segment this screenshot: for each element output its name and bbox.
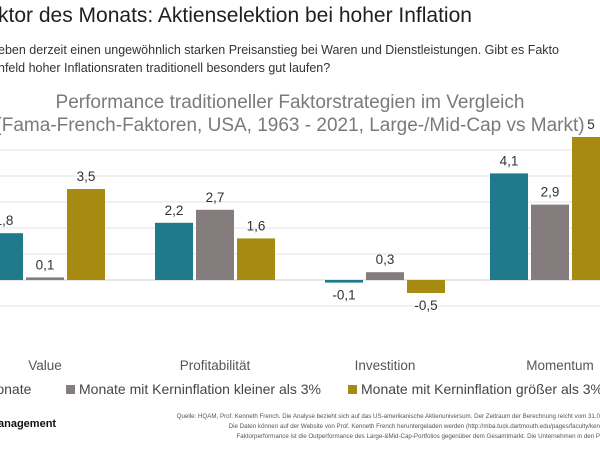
legend-swatch <box>66 385 75 394</box>
legend-label: Monate mit Kerninflation kleiner als 3% <box>79 381 321 397</box>
data-label: 4,1 <box>500 153 519 168</box>
bar-momentum-series-3 <box>572 137 600 280</box>
bar-investition-series-1 <box>325 280 363 283</box>
category-labels: Value Profitabilität Investition Momentum <box>28 358 594 373</box>
legend: e Monate Monate mit Kerninflation kleiner… <box>0 381 600 397</box>
source-note-line-3: Faktorperformance ist die Outperformance… <box>236 433 600 440</box>
data-label: -0,1 <box>332 288 355 303</box>
bar-value-series-3 <box>67 189 105 280</box>
category-label: Momentum <box>526 358 594 373</box>
data-label: 1,6 <box>247 218 266 233</box>
bar-momentum-series-2 <box>531 204 569 280</box>
data-label: 1,8 <box>0 213 13 228</box>
chart-title: Performance traditioneller Faktorstrateg… <box>56 92 525 113</box>
data-label: 0,1 <box>36 257 55 272</box>
data-labels: 1,8 0,1 3,5 2,2 2,7 1,6 -0,1 0,3 -0,5 4,1 2,9 5 <box>0 117 595 313</box>
data-label: -0,5 <box>414 298 437 313</box>
page-title: ktor des Monats: Aktienselektion bei hoh… <box>0 4 472 27</box>
factor-performance-chart: Performance traditioneller Faktorstrateg… <box>0 92 600 397</box>
bars <box>0 137 600 293</box>
intro-text-line-1: eben derzeit einen ungewöhnlich starken … <box>0 43 559 57</box>
bar-investition-series-3 <box>407 280 445 293</box>
bar-profitabilität-series-3 <box>237 238 275 280</box>
chart-subtitle: (Fama-French-Faktoren, USA, 1963 - 2021,… <box>0 115 585 136</box>
data-label: 5 <box>587 117 595 132</box>
category-label: Investition <box>355 358 416 373</box>
intro-text-line-2: nfeld hoher Inflationsraten traditionell… <box>0 61 331 75</box>
bar-value-series-1 <box>0 233 23 280</box>
data-label: 2,9 <box>541 185 560 200</box>
bar-profitabilität-series-1 <box>155 222 193 280</box>
brand-name: anagement <box>0 418 57 430</box>
data-label: 3,5 <box>77 169 96 184</box>
legend-label: Monate mit Kerninflation größer als 3% <box>361 381 600 397</box>
source-note-line-1: Quelle: HQAM, Prof. Kenneth French. Die … <box>176 413 600 420</box>
data-label: 2,7 <box>206 190 225 205</box>
bar-investition-series-2 <box>366 272 404 280</box>
bar-profitabilität-series-2 <box>196 209 234 280</box>
bar-momentum-series-1 <box>490 173 528 280</box>
source-note-line-2: Die Daten können auf der Website von Pro… <box>228 423 600 430</box>
data-label: 0,3 <box>376 252 395 267</box>
legend-label: e Monate <box>0 381 32 397</box>
data-label: 2,2 <box>165 203 184 218</box>
category-label: Profitabilität <box>180 358 251 373</box>
bar-value-series-2 <box>26 277 64 280</box>
legend-swatch <box>348 385 357 394</box>
category-label: Value <box>28 358 62 373</box>
